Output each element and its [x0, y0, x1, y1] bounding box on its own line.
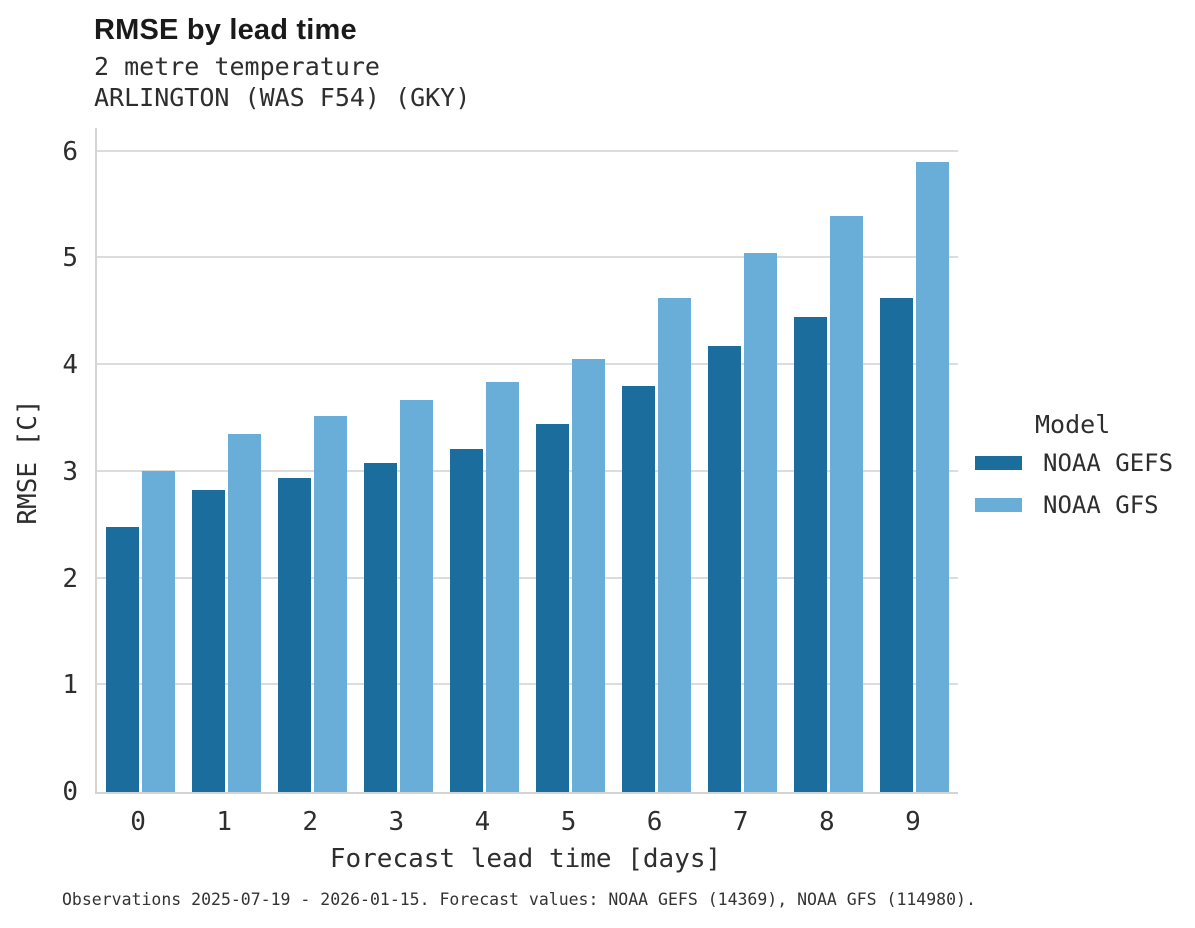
x-tick-label-2: 2: [302, 807, 319, 837]
bar-noaa-gefs-lead-4: [449, 449, 483, 792]
chart-subtitle-variable: 2 metre temperature: [94, 52, 380, 81]
chart-subtitle-station: ARLINGTON (WAS F54) (GKY): [94, 83, 471, 112]
x-tick-label-1: 1: [216, 807, 232, 837]
bar-noaa-gfs-lead-1: [227, 434, 261, 792]
bars-layer: [97, 128, 958, 792]
x-tick-label-3: 3: [388, 807, 405, 837]
bar-noaa-gefs-lead-0: [105, 527, 139, 792]
y-tick-label-3: 3: [62, 456, 78, 487]
footer-caption: Observations 2025-07-19 - 2026-01-15. Fo…: [62, 890, 976, 909]
x-tick-label-5: 5: [560, 807, 577, 837]
y-tick-label-2: 2: [62, 563, 78, 594]
gridline-y-2: [97, 576, 958, 579]
y-tick-label-6: 6: [62, 136, 78, 167]
legend-entry-noaa-gefs: NOAA GEFS: [975, 451, 1173, 475]
bar-noaa-gfs-lead-5: [572, 358, 606, 792]
bar-noaa-gefs-lead-1: [191, 489, 225, 792]
legend-swatch-icon: [975, 498, 1022, 512]
bar-noaa-gefs-lead-6: [622, 386, 656, 792]
gridline-y-6: [97, 149, 958, 152]
y-tick-label-1: 1: [62, 670, 78, 701]
bar-group-2: [269, 128, 355, 792]
bar-group-3: [355, 128, 441, 792]
bar-noaa-gefs-lead-2: [277, 478, 311, 792]
bar-group-6: [614, 128, 700, 792]
y-tick-label-0: 0: [62, 777, 78, 807]
bar-noaa-gfs-lead-8: [830, 215, 864, 792]
x-tick-label-8: 8: [818, 807, 835, 837]
legend-entry-noaa-gfs: NOAA GFS: [975, 493, 1173, 517]
bar-noaa-gfs-lead-2: [313, 416, 347, 792]
bar-group-7: [700, 128, 786, 792]
bar-noaa-gefs-lead-3: [363, 463, 397, 792]
x-axis-tick-labels: 0 1 2 3 4 5 6 7 8 9: [95, 809, 956, 835]
y-tick-label-5: 5: [62, 243, 78, 274]
x-axis-title: Forecast lead time [days]: [329, 844, 722, 874]
bar-noaa-gfs-lead-7: [744, 252, 778, 792]
legend-entries: NOAA GEFS NOAA GFS: [975, 451, 1173, 517]
bar-group-9: [872, 128, 958, 792]
legend-label: NOAA GEFS: [1043, 449, 1174, 477]
gridline-y-1: [97, 683, 958, 686]
legend-title: Model: [1035, 410, 1111, 439]
y-axis-tick-labels: 0 1 2 3 4 5 6: [30, 128, 78, 806]
bar-group-5: [527, 128, 613, 792]
bar-group-1: [183, 128, 269, 792]
bar-group-8: [786, 128, 872, 792]
legend-label: NOAA GFS: [1043, 491, 1159, 519]
y-tick-label-4: 4: [62, 350, 78, 380]
bar-noaa-gfs-lead-3: [399, 400, 433, 792]
legend-swatch-icon: [975, 456, 1022, 470]
x-tick-label-7: 7: [732, 807, 749, 837]
bar-noaa-gfs-lead-6: [658, 297, 692, 792]
bar-noaa-gefs-lead-7: [708, 345, 742, 792]
bar-noaa-gefs-lead-9: [880, 297, 914, 792]
plot-area: [95, 128, 958, 794]
gridline-y-3: [97, 469, 958, 472]
bar-group-0: [97, 128, 183, 792]
gridline-y-5: [97, 256, 958, 259]
x-tick-label-6: 6: [646, 807, 663, 837]
bar-noaa-gefs-lead-5: [536, 423, 570, 792]
x-tick-label-9: 9: [905, 807, 921, 837]
x-tick-label-0: 0: [130, 807, 146, 837]
gridline-y-4: [97, 363, 958, 365]
bar-noaa-gfs-lead-0: [141, 470, 175, 792]
bar-noaa-gfs-lead-9: [916, 162, 950, 792]
bar-group-4: [441, 128, 527, 792]
legend: Model NOAA GEFS NOAA GFS: [975, 412, 1173, 535]
chart-title: RMSE by lead time: [94, 14, 357, 46]
x-tick-label-4: 4: [474, 807, 491, 837]
bar-noaa-gfs-lead-4: [485, 382, 519, 792]
bar-noaa-gefs-lead-8: [794, 316, 828, 792]
